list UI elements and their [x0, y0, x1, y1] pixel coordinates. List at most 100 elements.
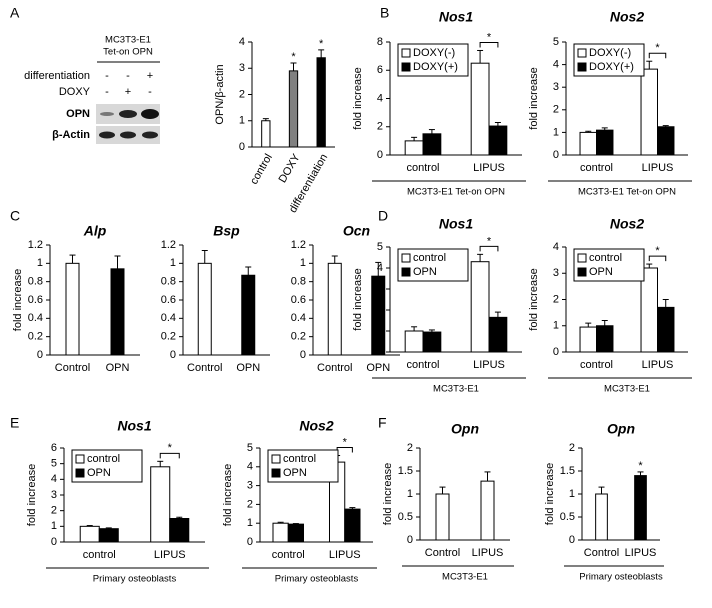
y-tick-label: 4	[553, 59, 559, 71]
blot-sign: -	[105, 86, 109, 98]
y-tick-label: 1	[407, 488, 413, 500]
y-tick-label: 3	[553, 81, 559, 93]
y-axis-label: fold increase	[382, 463, 394, 525]
y-tick-label: 0.6	[161, 294, 176, 306]
chart-title: Nos1	[439, 216, 473, 232]
chart-title: Bsp	[213, 223, 240, 239]
x-tick-label: control	[580, 162, 613, 174]
y-tick-label: 2	[51, 505, 57, 517]
y-tick-label: 1.5	[560, 465, 575, 477]
y-tick-label: 1	[239, 115, 245, 127]
x-axis-label: Primary osteoblasts	[93, 574, 177, 585]
x-tick-label: LIPUS	[642, 359, 674, 371]
y-tick-label: 0	[553, 149, 559, 161]
y-axis-label: fold increase	[222, 464, 234, 526]
y-axis-label: fold increase	[26, 464, 38, 526]
blot-sign: -	[105, 70, 109, 82]
x-tick-label: LIPUS	[473, 162, 505, 174]
y-tick-label: 0.2	[161, 331, 176, 343]
x-tick-label: LIPUS	[473, 359, 505, 371]
y-tick-label: 6	[377, 64, 383, 76]
bar	[79, 525, 100, 543]
bar	[110, 268, 125, 356]
legend-swatch	[577, 253, 587, 263]
significance-bracket	[479, 41, 499, 48]
bar	[327, 262, 342, 356]
y-tick-label: 3	[51, 489, 57, 501]
blot-band	[100, 112, 114, 116]
x-tick-label: Control	[55, 362, 90, 374]
significance: *	[655, 42, 660, 54]
x-tick-label: LIPUS	[472, 547, 504, 559]
y-tick-label: 0.5	[398, 511, 413, 523]
blot-sign: -	[148, 86, 152, 98]
x-axis-label: Primary osteoblasts	[579, 572, 663, 583]
significance: *	[655, 245, 660, 257]
y-tick-label: 0	[569, 534, 575, 546]
legend-swatch	[401, 267, 411, 277]
x-tick-label: control	[406, 359, 439, 371]
y-axis-label: fold increase	[544, 463, 556, 525]
significance: *	[638, 460, 643, 472]
x-axis-label: MC3T3-E1	[433, 384, 479, 395]
y-tick-label: 1.5	[398, 465, 413, 477]
y-tick-label: 0	[553, 346, 559, 358]
legend-swatch	[577, 267, 587, 277]
y-tick-label: 1	[247, 517, 253, 529]
legend-label: control	[589, 252, 622, 264]
y-tick-label: 0	[407, 534, 413, 546]
bar	[404, 140, 424, 156]
y-tick-label: 1	[553, 320, 559, 332]
x-axis-label: MC3T3-E1 Tet-on OPN	[578, 187, 676, 198]
chart-title: Ocn	[343, 223, 370, 239]
blot-band	[142, 131, 158, 139]
blot-row-label: DOXY	[59, 86, 91, 98]
bar	[150, 466, 171, 543]
y-tick-label: 5	[553, 36, 559, 48]
bar	[480, 480, 495, 541]
y-tick-label: 0.6	[291, 294, 306, 306]
legend-label: DOXY(+)	[589, 61, 634, 73]
bar	[596, 325, 614, 353]
bar	[288, 70, 299, 148]
bar	[640, 68, 659, 156]
chart-title: Opn	[451, 421, 479, 437]
x-tick-label: control	[406, 162, 439, 174]
bar	[470, 62, 490, 156]
bar	[579, 131, 598, 156]
bar	[579, 326, 598, 353]
significance: *	[291, 51, 296, 63]
x-tick-label: LIPUS	[625, 547, 657, 559]
x-axis-label: MC3T3-E1 Tet-on OPN	[407, 187, 505, 198]
blot-band	[99, 131, 115, 139]
legend-label: DOXY(-)	[589, 47, 631, 59]
significance: *	[319, 38, 324, 50]
significance-bracket	[159, 452, 180, 459]
x-tick-label: OPN	[366, 362, 390, 374]
panel-label: D	[378, 208, 388, 224]
legend-swatch	[75, 454, 85, 464]
significance: *	[487, 235, 492, 247]
y-tick-label: 0	[377, 149, 383, 161]
y-tick-label: 4	[377, 262, 383, 274]
bar	[316, 57, 326, 148]
panel-label: C	[10, 208, 20, 224]
y-tick-label: 0.8	[28, 276, 43, 288]
significance-bracket	[479, 245, 499, 252]
panel-label: A	[10, 5, 20, 21]
y-tick-label: 5	[247, 442, 253, 454]
x-tick-label: control	[248, 152, 275, 187]
y-tick-label: 2	[553, 293, 559, 305]
y-tick-label: 0.4	[161, 312, 176, 324]
bar	[435, 493, 450, 541]
y-tick-label: 1	[553, 126, 559, 138]
y-tick-label: 1	[300, 257, 306, 269]
bar	[657, 306, 675, 353]
bar	[261, 120, 271, 148]
blot-sign: +	[147, 70, 153, 82]
y-tick-label: 0.8	[291, 276, 306, 288]
y-tick-label: 0.8	[161, 276, 176, 288]
y-tick-label: 1	[170, 257, 176, 269]
bar	[470, 261, 490, 353]
